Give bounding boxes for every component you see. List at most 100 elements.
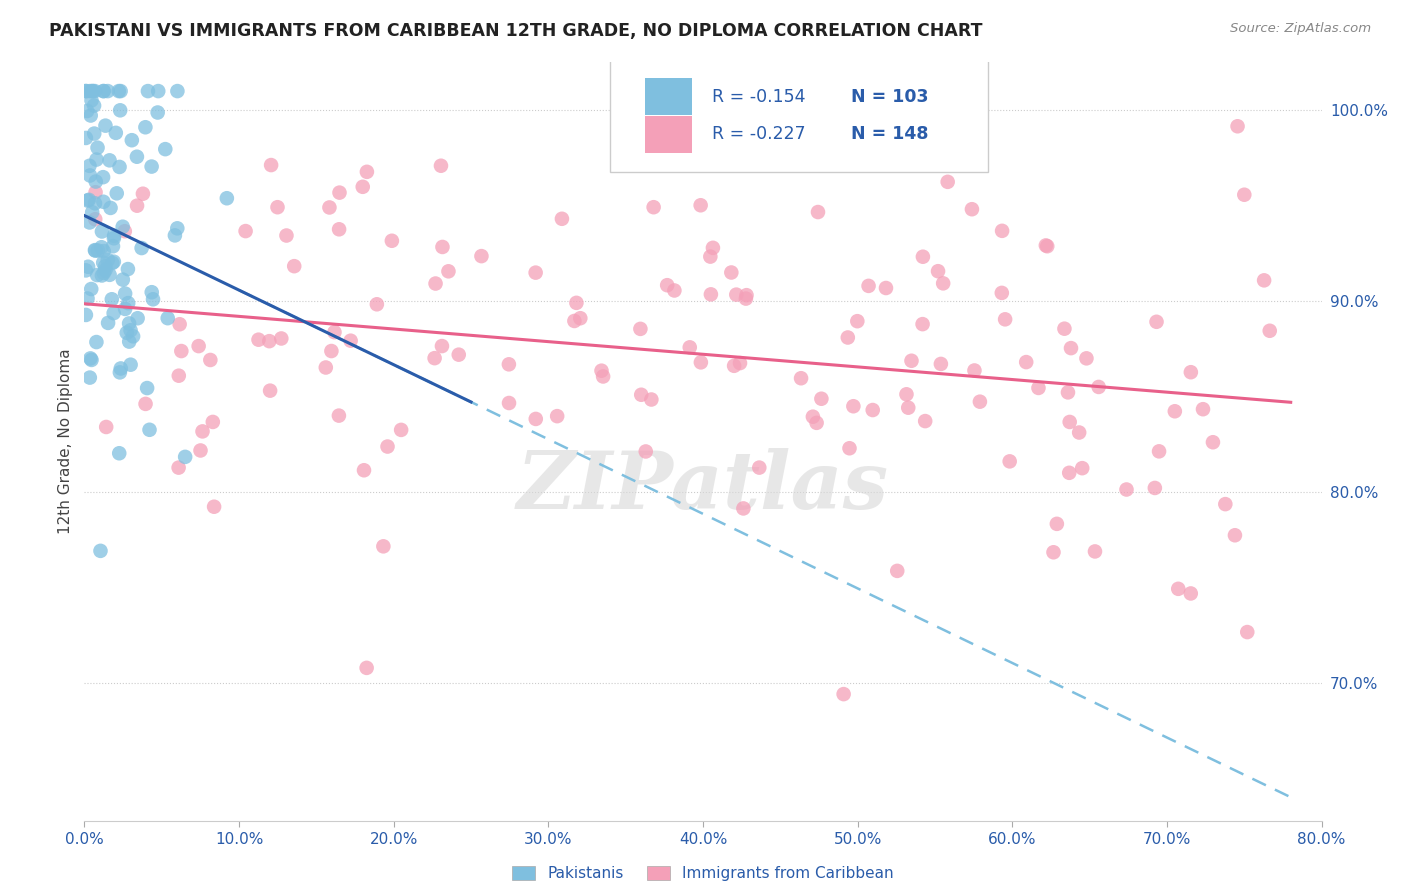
Point (569, 311, 592, 326)
Point (103, 254, 125, 268)
Point (328, 409, 350, 423)
Point (127, 311, 149, 326)
Point (630, 388, 652, 402)
Point (994, 312, 1017, 326)
Point (735, 288, 758, 302)
Point (103, 228, 125, 243)
Point (76, 194, 98, 208)
Point (1059, 415, 1081, 429)
Point (664, 284, 686, 298)
Point (136, 381, 159, 395)
Point (84, 175, 107, 189)
Point (79, 84, 101, 98)
Point (640, 392, 662, 407)
Point (875, 281, 897, 295)
Text: ZIPatlas: ZIPatlas (517, 449, 889, 525)
Point (202, 500, 225, 514)
Point (163, 228, 186, 243)
Point (1057, 466, 1080, 480)
Point (1087, 380, 1109, 394)
Point (83, 98, 105, 112)
Point (425, 277, 447, 291)
Point (1076, 351, 1098, 366)
Point (733, 501, 755, 516)
Point (914, 414, 936, 428)
Point (247, 333, 270, 347)
Point (373, 539, 395, 553)
Point (991, 224, 1014, 238)
Point (1084, 544, 1107, 558)
Point (141, 160, 163, 174)
Point (842, 399, 865, 413)
Point (93, 84, 115, 98)
Point (80, 282, 103, 296)
Point (187, 339, 209, 353)
Point (1167, 582, 1189, 596)
Point (142, 293, 165, 307)
Point (93, 244, 115, 259)
Point (118, 317, 141, 331)
Point (94, 260, 117, 274)
Point (111, 272, 134, 286)
Point (86, 268, 108, 282)
Point (83, 84, 105, 98)
Point (259, 384, 281, 398)
Point (498, 357, 520, 371)
Point (75, 84, 97, 98)
Point (790, 371, 813, 385)
Point (75, 308, 97, 322)
Point (90, 268, 112, 283)
Point (1036, 239, 1059, 253)
Point (148, 84, 170, 98)
Point (911, 317, 934, 331)
Point (806, 416, 828, 430)
Point (169, 318, 191, 332)
Point (858, 278, 880, 293)
Point (156, 311, 179, 326)
Point (94, 263, 117, 277)
Point (93, 266, 115, 280)
Point (432, 240, 454, 254)
Point (101, 256, 124, 270)
Point (108, 103, 131, 118)
Text: N = 103: N = 103 (852, 87, 929, 105)
Point (1223, 528, 1246, 542)
Point (82, 84, 104, 98)
Point (107, 84, 129, 98)
Point (100, 201, 122, 215)
Point (201, 415, 224, 429)
Point (389, 423, 412, 437)
Point (565, 296, 588, 310)
Point (810, 392, 832, 406)
Point (155, 142, 177, 156)
Y-axis label: 12th Grade, No Diploma: 12th Grade, No Diploma (58, 349, 73, 534)
Point (524, 412, 547, 426)
Point (1258, 324, 1281, 338)
Point (720, 265, 742, 279)
Point (932, 277, 955, 291)
Point (886, 564, 908, 578)
Point (120, 358, 142, 372)
Point (735, 292, 758, 306)
Point (79, 351, 101, 366)
Point (215, 191, 238, 205)
Point (430, 159, 453, 173)
Point (728, 356, 751, 370)
Point (138, 423, 160, 437)
Point (832, 687, 855, 701)
Point (936, 175, 959, 189)
Point (82, 205, 104, 219)
Point (131, 241, 153, 255)
Point (91, 170, 114, 185)
Point (91, 256, 114, 270)
Point (323, 325, 346, 339)
Point (135, 397, 157, 411)
Point (1180, 586, 1202, 600)
Point (166, 84, 188, 98)
Point (79, 159, 101, 173)
Point (87, 244, 110, 258)
Point (190, 443, 212, 458)
Point (998, 454, 1021, 468)
Point (146, 105, 169, 120)
Point (79, 215, 101, 229)
